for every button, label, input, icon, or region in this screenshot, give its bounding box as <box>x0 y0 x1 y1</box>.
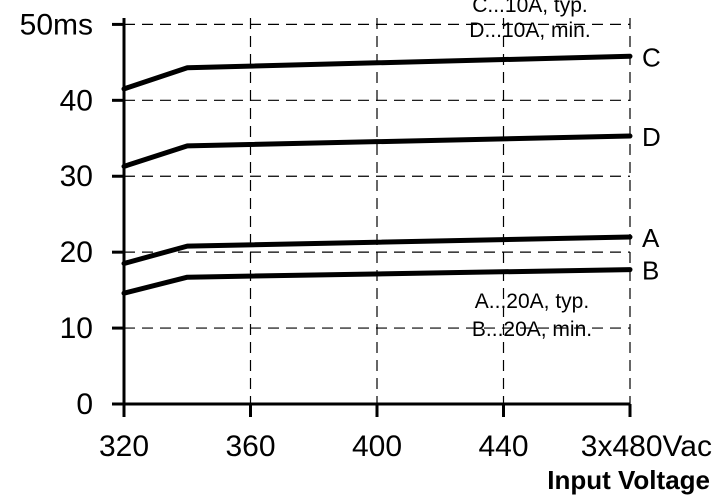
series-label-a: A <box>642 223 660 253</box>
series-line-d <box>121 133 633 169</box>
x-tick-labels: 320 360 400 440 3x480Vac <box>99 404 712 463</box>
x-tick-label: 320 <box>99 430 149 463</box>
annotation-bottom-1: A...20A, typ. <box>475 290 589 313</box>
series-label-d: D <box>642 122 661 152</box>
series-label-c: C <box>642 42 661 72</box>
series-line-c <box>121 53 633 92</box>
y-tick-label: 50ms <box>20 8 93 41</box>
y-tick-labels: 0 10 20 30 40 50ms <box>20 8 124 421</box>
x-tick-label: 360 <box>225 430 275 463</box>
series-labels: C D AB <box>642 42 661 285</box>
x-axis-title: Input Voltage <box>547 465 710 495</box>
y-tick-label: 10 <box>60 312 93 345</box>
annotation-bottom-2: B...20A, min. <box>472 318 592 341</box>
y-tick-label: 30 <box>60 160 93 193</box>
annotation-top-2: D...10A, min. <box>469 19 590 42</box>
x-tick-label: 400 <box>352 430 402 463</box>
series-line-b <box>121 267 633 296</box>
series-lines <box>121 53 633 296</box>
y-tick-label: 0 <box>76 388 93 421</box>
x-tick-label: 3x480Vac <box>581 430 712 463</box>
grid-lines <box>124 18 631 404</box>
series-label-b: B <box>642 256 659 286</box>
y-tick-label: 20 <box>60 236 93 269</box>
x-tick-label: 440 <box>478 430 528 463</box>
annotation-top-1: C...10A, typ. <box>472 0 588 17</box>
y-tick-label: 40 <box>60 84 93 117</box>
series-line-a <box>121 234 633 266</box>
